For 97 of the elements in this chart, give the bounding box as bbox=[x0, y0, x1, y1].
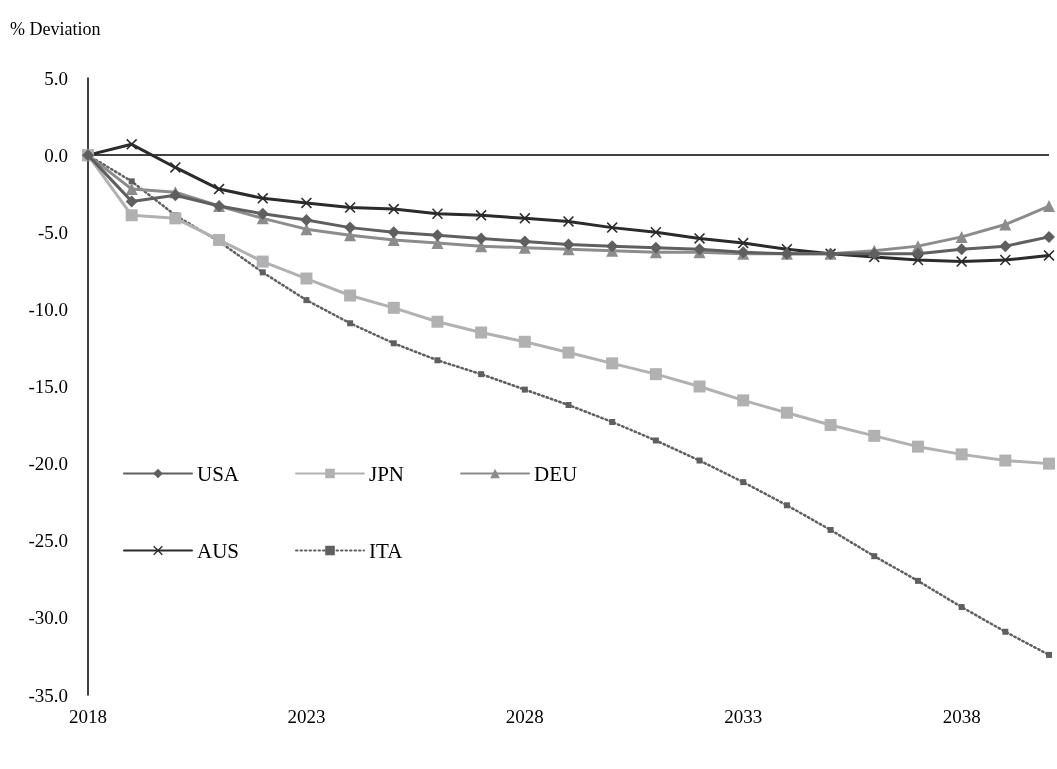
point bbox=[300, 213, 313, 226]
point bbox=[871, 553, 878, 560]
point bbox=[606, 357, 619, 370]
point bbox=[126, 138, 138, 150]
point bbox=[475, 209, 487, 221]
point bbox=[344, 289, 357, 302]
point bbox=[213, 183, 225, 195]
point bbox=[344, 202, 356, 214]
point bbox=[257, 192, 269, 204]
y-tick-label: 5.0 bbox=[44, 67, 68, 89]
point bbox=[694, 232, 706, 244]
point bbox=[562, 238, 575, 251]
point bbox=[1046, 651, 1052, 658]
point bbox=[475, 232, 488, 245]
point bbox=[868, 429, 881, 442]
point bbox=[999, 218, 1012, 231]
point bbox=[911, 440, 924, 453]
point bbox=[169, 212, 182, 225]
x-tick-label: 2033 bbox=[724, 706, 763, 727]
point bbox=[693, 380, 706, 393]
point bbox=[519, 212, 531, 224]
point bbox=[434, 357, 441, 364]
point bbox=[1043, 230, 1055, 243]
legend-label: ITA bbox=[369, 538, 404, 563]
point bbox=[300, 197, 312, 209]
point bbox=[606, 222, 618, 234]
y-tick-label: -25.0 bbox=[28, 530, 68, 552]
point bbox=[955, 448, 968, 461]
point bbox=[650, 226, 662, 238]
point bbox=[213, 233, 226, 246]
point bbox=[652, 437, 659, 444]
x-tick-label: 2038 bbox=[942, 706, 981, 727]
point bbox=[431, 315, 444, 328]
point bbox=[955, 243, 968, 256]
point bbox=[478, 371, 485, 378]
point bbox=[609, 418, 616, 425]
point bbox=[696, 457, 703, 464]
point bbox=[300, 272, 313, 285]
point bbox=[912, 254, 924, 266]
y-tick-label: -35.0 bbox=[28, 684, 68, 706]
point bbox=[999, 454, 1012, 467]
point bbox=[521, 386, 528, 393]
point bbox=[649, 368, 662, 381]
point bbox=[256, 255, 269, 268]
y-tick-label: -20.0 bbox=[28, 453, 68, 475]
point bbox=[999, 254, 1011, 266]
legend-label: AUS bbox=[197, 538, 240, 563]
point bbox=[740, 479, 747, 486]
legend-label: DEU bbox=[534, 461, 578, 486]
x-tick-label: 2028 bbox=[505, 706, 544, 727]
y-tick-label: 0.0 bbox=[44, 144, 68, 166]
point bbox=[1043, 200, 1055, 213]
point bbox=[914, 577, 921, 584]
point bbox=[431, 229, 444, 242]
point bbox=[955, 230, 968, 243]
point bbox=[125, 209, 138, 222]
point bbox=[562, 346, 575, 359]
point bbox=[431, 208, 443, 220]
point bbox=[518, 335, 531, 348]
point bbox=[128, 178, 135, 185]
legend-label: USA bbox=[197, 461, 240, 486]
point bbox=[387, 226, 400, 239]
x-tick-label: 2023 bbox=[287, 706, 326, 727]
point bbox=[737, 394, 750, 407]
y-tick-label: -10.0 bbox=[28, 298, 68, 320]
point bbox=[387, 301, 400, 314]
point bbox=[475, 326, 488, 339]
point bbox=[1043, 249, 1055, 261]
point bbox=[303, 297, 310, 304]
y-tick-label: -15.0 bbox=[28, 376, 68, 397]
y-tick-label: -30.0 bbox=[28, 607, 68, 629]
point bbox=[956, 256, 968, 268]
y-tick-label: -5.0 bbox=[37, 221, 68, 243]
point bbox=[565, 402, 572, 409]
point bbox=[737, 237, 749, 249]
point bbox=[256, 207, 269, 220]
point bbox=[999, 240, 1012, 253]
point bbox=[1002, 628, 1009, 635]
point bbox=[563, 215, 574, 227]
point bbox=[827, 526, 834, 533]
point bbox=[344, 221, 357, 234]
y-axis-title: % Deviation bbox=[10, 19, 101, 39]
point bbox=[125, 183, 138, 196]
point bbox=[125, 195, 138, 208]
point bbox=[390, 340, 397, 347]
point bbox=[259, 269, 266, 276]
point bbox=[783, 502, 790, 509]
point bbox=[958, 604, 965, 611]
point bbox=[388, 203, 400, 215]
point bbox=[780, 406, 793, 419]
point bbox=[1043, 457, 1055, 470]
legend-label: JPN bbox=[369, 461, 405, 486]
point bbox=[824, 419, 837, 432]
point bbox=[347, 320, 354, 327]
point bbox=[518, 235, 531, 248]
point bbox=[169, 161, 181, 173]
x-tick-label: 2018 bbox=[69, 706, 107, 727]
